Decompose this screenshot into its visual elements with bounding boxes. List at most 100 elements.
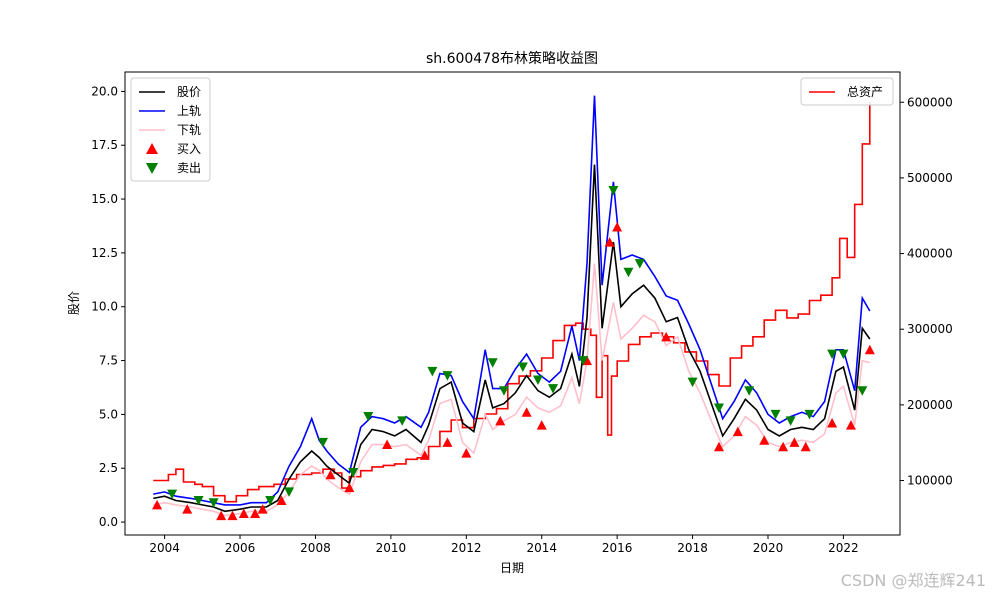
y-tick-label: 0.0 <box>99 515 118 529</box>
legend-label: 卖出 <box>177 161 201 175</box>
buy-marker <box>442 437 453 447</box>
buy-marker <box>612 222 623 232</box>
sell-marker <box>348 468 359 478</box>
sell-marker <box>857 386 868 396</box>
buy-marker <box>238 508 249 518</box>
sell-marker <box>442 371 453 381</box>
legend-label: 下轨 <box>177 123 201 137</box>
buy-marker <box>521 407 532 417</box>
sell-marker <box>208 498 219 508</box>
sell-marker <box>623 267 634 278</box>
x-tick-label: 2006 <box>225 541 256 555</box>
y2-tick-label: 600000 <box>907 95 953 109</box>
x-tick-label: 2022 <box>828 541 859 555</box>
y-axis-right: 100000 200000 300000 400000 500000 600000 <box>900 95 953 488</box>
buy-marker <box>713 441 724 452</box>
buy-marker <box>495 415 506 426</box>
legend-swatch <box>146 143 158 154</box>
x-tick-label: 2018 <box>677 541 708 555</box>
x-axis-label: 日期 <box>500 561 524 575</box>
buy-marker <box>216 510 227 521</box>
legend-frame <box>800 77 894 106</box>
buy-marker <box>759 435 770 445</box>
buy-marker <box>604 237 615 247</box>
sell-marker <box>499 386 510 396</box>
upper-band-series <box>153 95 871 506</box>
x-tick-label: 2008 <box>300 541 331 555</box>
buy-marker <box>276 495 287 506</box>
legend-swatch <box>146 163 158 174</box>
sell-marker <box>785 416 796 426</box>
buy-marker <box>182 504 193 514</box>
watermark: CSDN @郑连辉241 <box>841 571 986 590</box>
buy-marker <box>864 344 875 355</box>
y2-tick-label: 100000 <box>907 474 953 488</box>
buy-marker <box>661 331 672 342</box>
buy-marker <box>325 469 336 480</box>
y-tick-label: 7.5 <box>99 354 118 368</box>
buy-marker <box>732 426 743 437</box>
y2-tick-label: 500000 <box>907 171 953 185</box>
buy-marker <box>250 508 261 518</box>
sell-marker <box>770 409 781 420</box>
sell-marker <box>804 409 815 420</box>
legend-label: 股价 <box>177 85 201 99</box>
buy-marker <box>800 441 811 452</box>
y-axis-label: 股价 <box>67 291 81 315</box>
sell-marker <box>265 496 276 506</box>
y-axis-left: 0.0 2.5 5.0 7.5 10.0 12.5 15.0 17.5 20.0 <box>91 84 125 529</box>
buy-marker <box>419 450 430 460</box>
buy-marker <box>152 499 163 510</box>
sell-marker <box>634 259 645 269</box>
sell-marker <box>838 349 849 360</box>
buy-marker <box>344 482 355 493</box>
plot-frame <box>124 71 901 536</box>
sell-marker <box>397 416 408 426</box>
sell-markers <box>167 185 868 508</box>
sell-marker <box>744 386 755 396</box>
legend-frame <box>130 77 211 182</box>
sell-marker <box>713 403 724 413</box>
buy-marker <box>461 448 472 458</box>
buy-marker <box>827 418 838 428</box>
legend-label: 买入 <box>177 142 201 156</box>
sell-marker <box>517 362 528 373</box>
lower-band-line <box>153 263 871 517</box>
x-tick-label: 2020 <box>753 541 784 555</box>
x-tick-label: 2004 <box>149 541 180 555</box>
y2-tick-label: 300000 <box>907 322 953 336</box>
legend-label: 总资产 <box>847 85 883 99</box>
sell-marker <box>193 496 204 506</box>
sell-marker <box>827 349 838 360</box>
price-line <box>153 164 871 513</box>
buy-marker <box>257 504 268 514</box>
lower-band-series <box>153 263 871 517</box>
buy-marker <box>536 420 547 430</box>
y-tick-label: 10.0 <box>91 300 118 314</box>
y-tick-label: 15.0 <box>91 192 118 206</box>
buy-marker <box>227 510 238 521</box>
sell-marker <box>317 437 328 448</box>
buy-marker <box>789 437 800 447</box>
buy-marker <box>778 441 789 452</box>
sell-marker <box>427 366 438 377</box>
x-axis: 2004 2006 2008 2010 2012 2014 2016 2018 2020 2022 <box>149 535 859 555</box>
x-tick-label: 2016 <box>602 541 633 555</box>
buy-marker <box>382 439 393 450</box>
y-tick-label: 17.5 <box>91 138 118 152</box>
y-tick-label: 2.5 <box>99 461 118 475</box>
sell-marker <box>687 377 698 388</box>
x-tick-label: 2014 <box>526 541 557 555</box>
buy-marker <box>845 420 856 430</box>
x-tick-label: 2012 <box>451 541 482 555</box>
sell-marker <box>548 384 559 394</box>
y-tick-label: 5.0 <box>99 407 118 421</box>
y-tick-label: 20.0 <box>91 84 118 98</box>
sell-marker <box>608 185 619 196</box>
buy-markers <box>152 222 875 521</box>
sell-marker <box>578 356 589 366</box>
sell-marker <box>363 412 374 422</box>
y-tick-label: 12.5 <box>91 246 118 260</box>
